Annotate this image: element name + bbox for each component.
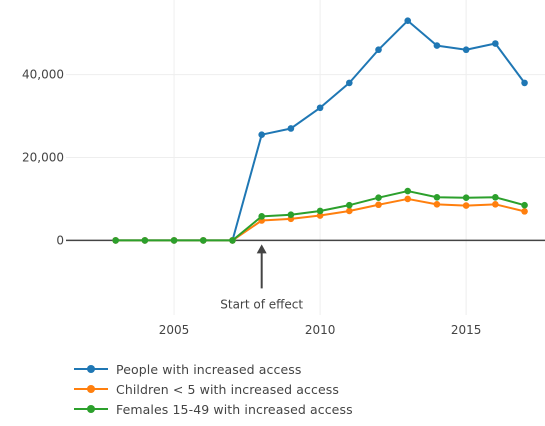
x-tick-label-2010: 2010	[305, 323, 336, 337]
line-chart: 2005 2010 2015 0 20,000 40,000 Start of effec…	[22, 0, 545, 337]
legend-label-children: Children < 5 with increased access	[116, 381, 339, 397]
x-tick-label-2015: 2015	[451, 323, 482, 337]
series-0-point-2010	[316, 104, 324, 112]
series-0-point-2009	[287, 125, 295, 132]
series-2-point-2015	[462, 194, 470, 202]
series-2-point-2012	[375, 194, 382, 202]
series-0-point-2014	[433, 42, 441, 49]
annotation-arrow-head-0	[256, 244, 267, 254]
series-2-point-2017	[521, 201, 528, 209]
legend-label-people: People with increased access	[116, 361, 302, 377]
x-tick-label-2005: 2005	[159, 323, 190, 337]
series-0-point-2017	[521, 79, 528, 87]
annotations: Start of effect	[220, 244, 303, 311]
series-1-point-2012	[375, 201, 382, 209]
series-1-point-2017	[521, 208, 528, 215]
series-2-point-2008	[258, 213, 265, 220]
series-2-point-2006	[199, 237, 207, 244]
series-2-point-2011	[346, 201, 353, 209]
series-2-point-2014	[433, 193, 441, 201]
y-tick-label-40000: 40,000	[22, 68, 64, 82]
legend-item-children[interactable]: Children < 5 with increased access	[74, 379, 384, 399]
legend-item-females[interactable]: Females 15-49 with increased access	[74, 399, 384, 419]
series-2-point-2016	[492, 193, 499, 201]
y-tick-label-20000: 20,000	[22, 151, 64, 165]
series-1-point-2013	[404, 195, 412, 203]
series-2-point-2007	[229, 237, 236, 244]
series-1-point-2010	[316, 212, 324, 219]
series-0-point-2015	[462, 46, 470, 54]
series-2-point-2013	[404, 187, 412, 195]
legend-item-people[interactable]: People with increased access	[74, 359, 384, 379]
annotation-text-0: Start of effect	[220, 297, 303, 311]
series-0-point-2011	[346, 79, 353, 87]
series	[112, 17, 528, 244]
series-1-point-2011	[346, 207, 353, 215]
legend-swatch-children	[74, 383, 108, 395]
y-tick-label-0: 0	[56, 233, 64, 247]
legend: People with increased access Children < …	[74, 359, 384, 419]
series-0-point-2008	[258, 131, 265, 139]
series-0-point-2012	[375, 46, 382, 54]
series-1-point-2014	[433, 201, 441, 208]
series-0-point-2016	[492, 40, 499, 47]
legend-swatch-females	[74, 403, 108, 415]
series-1-point-2016	[492, 201, 499, 208]
series-2-point-2010	[316, 207, 324, 215]
series-1-point-2015	[462, 202, 470, 209]
series-2-point-2005	[170, 237, 178, 244]
series-2-point-2004	[141, 237, 149, 244]
legend-label-females: Females 15-49 with increased access	[116, 401, 353, 417]
series-0-point-2013	[404, 17, 412, 25]
series-2-point-2003	[112, 237, 119, 244]
legend-swatch-people	[74, 363, 108, 375]
series-2-point-2009	[287, 211, 295, 218]
